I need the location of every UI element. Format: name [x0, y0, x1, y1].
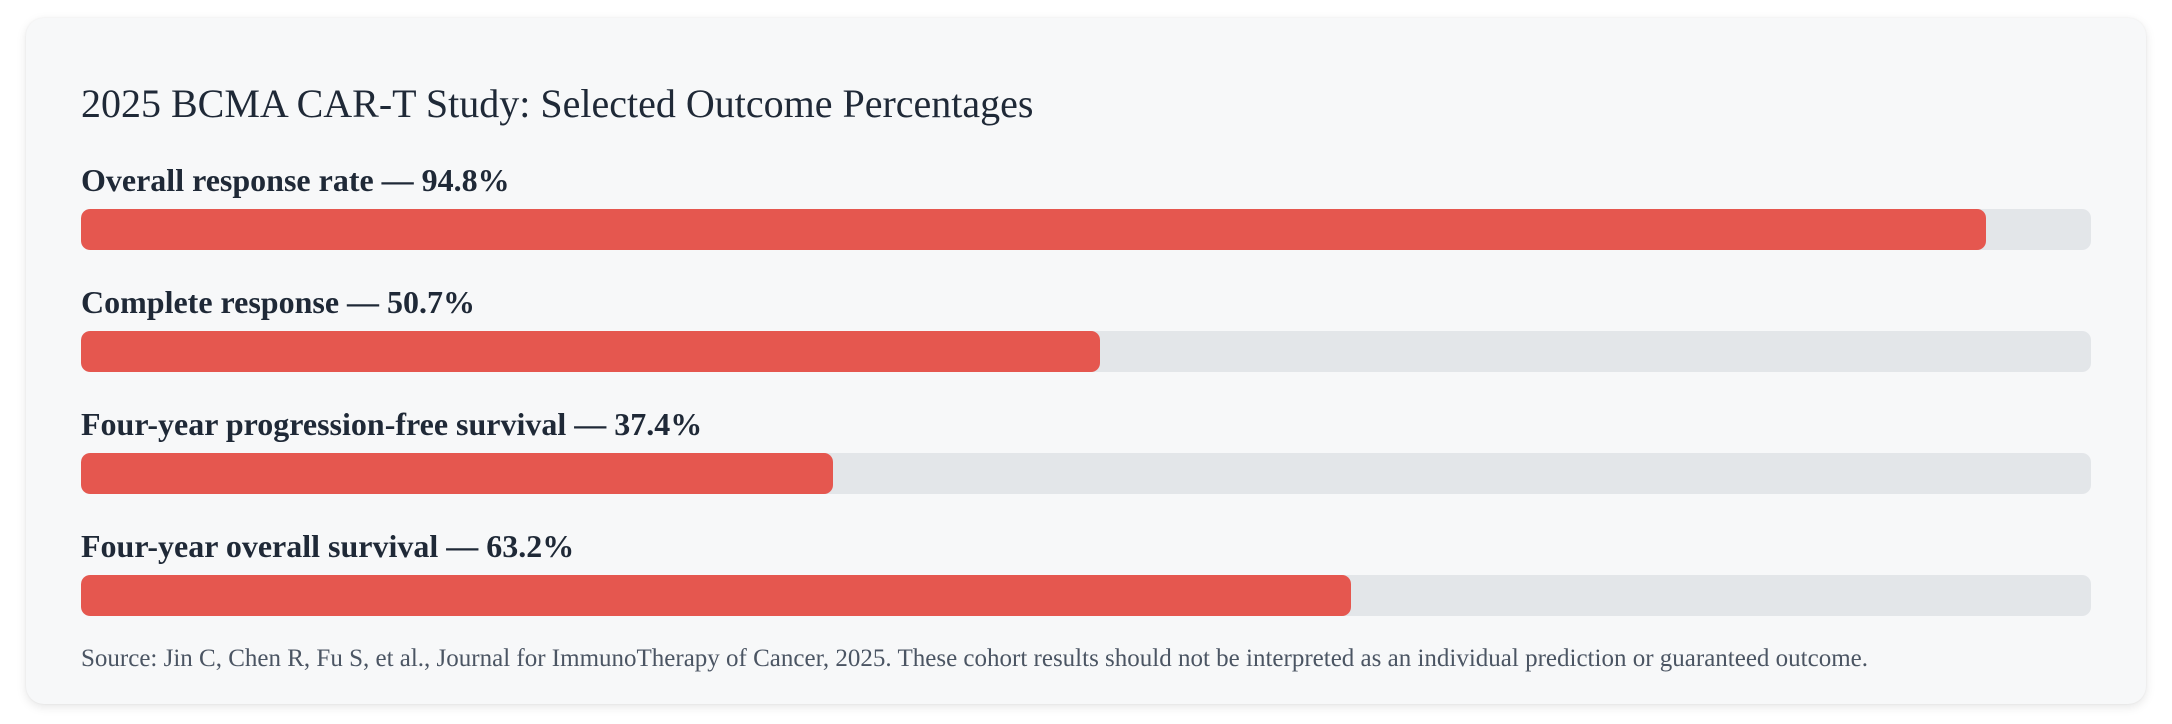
bar-fill — [81, 453, 833, 494]
bar-track — [81, 209, 2091, 250]
bar-fill — [81, 575, 1352, 616]
bar-fill — [81, 209, 1987, 250]
bar-track — [81, 331, 2091, 372]
chart-card: 2025 BCMA CAR-T Study: Selected Outcome … — [26, 18, 2146, 704]
metric-four-year-os: Four-year overall survival — 63.2% — [81, 528, 2091, 616]
metric-list: Overall response rate — 94.8% Complete r… — [81, 162, 2091, 616]
source-note: Source: Jin C, Chen R, Fu S, et al., Jou… — [81, 645, 1869, 672]
metric-label: Four-year progression-free survival — 37… — [81, 406, 703, 442]
metric-label: Overall response rate — 94.8% — [81, 162, 510, 198]
bar-track — [81, 575, 2091, 616]
bar-fill — [81, 331, 1101, 372]
metric-overall-response: Overall response rate — 94.8% — [81, 162, 2091, 250]
metric-label: Complete response — 50.7% — [81, 284, 476, 320]
metric-complete-response: Complete response — 50.7% — [81, 284, 2091, 372]
chart-title: 2025 BCMA CAR-T Study: Selected Outcome … — [81, 81, 1034, 126]
metric-label: Four-year overall survival — 63.2% — [81, 528, 575, 564]
bar-track — [81, 453, 2091, 494]
metric-four-year-pfs: Four-year progression-free survival — 37… — [81, 406, 2091, 494]
